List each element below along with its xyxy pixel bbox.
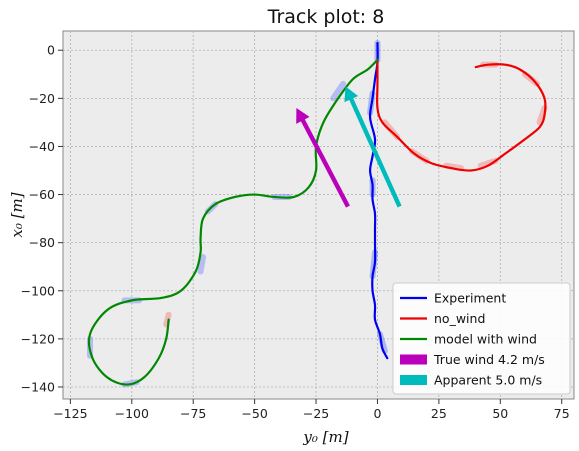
x-axis-ticks: −125 −100 −75 −50 −25 0 25 50 75	[53, 399, 570, 421]
legend-label: Experiment	[434, 291, 506, 306]
legend-label: Apparent 5.0 m/s	[434, 373, 542, 388]
sensor-highlight-segment	[163, 311, 172, 328]
y-axis-ticks: 0 −20 −40 −60 −80 −100 −120 −140	[21, 43, 63, 394]
legend-swatch	[400, 375, 427, 385]
x-tick-label: 0	[373, 406, 381, 421]
legend-box	[392, 282, 571, 395]
wind-arrows	[296, 86, 402, 208]
y-tick-label: −40	[29, 139, 55, 154]
legend-label: model with wind	[434, 332, 537, 347]
grid-lines	[63, 31, 574, 399]
y-tick-label: −20	[29, 91, 55, 106]
x-tick-label: −25	[303, 406, 329, 421]
legend-label: no_wind	[434, 311, 485, 326]
series-line-model-with-wind	[87, 58, 379, 386]
x-tick-label: −75	[180, 406, 206, 421]
x-tick-label: 75	[554, 406, 570, 421]
wind-arrow	[344, 86, 402, 208]
x-tick-label: −125	[53, 406, 87, 421]
sensor-highlight-segment	[197, 254, 207, 275]
chart-title: Track plot: 8	[267, 6, 385, 28]
sensor-highlight-segment	[443, 162, 464, 172]
wind-arrow	[296, 107, 350, 208]
x-tick-label: 50	[492, 406, 508, 421]
y-tick-label: −120	[21, 331, 55, 346]
y-tick-label: −60	[29, 187, 55, 202]
y-axis-label: x₀ [m]	[8, 192, 26, 237]
y-tick-label: −140	[21, 379, 55, 394]
y-tick-label: −80	[29, 235, 55, 250]
sensor-highlight-segment	[536, 104, 548, 126]
track-series	[87, 41, 547, 386]
x-axis-label: y₀ [m]	[302, 428, 348, 446]
legend-swatch	[400, 354, 427, 365]
y-tick-label: −100	[21, 283, 55, 298]
series-line-no-wind	[376, 58, 547, 172]
sensor-highlight-segment	[330, 80, 347, 102]
x-tick-label: 25	[431, 406, 447, 421]
legend-label: True wind 4.2 m/s	[433, 352, 545, 367]
x-tick-label: −100	[115, 406, 149, 421]
y-tick-label: 0	[47, 43, 55, 58]
series-line-experiment	[368, 41, 389, 360]
x-tick-label: −50	[241, 406, 267, 421]
